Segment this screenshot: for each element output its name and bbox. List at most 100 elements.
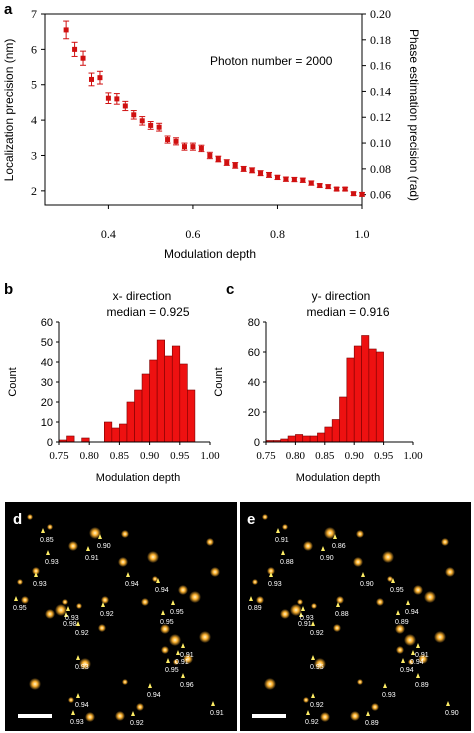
- e-fluorescent-spot: [252, 579, 258, 585]
- e-fluorescent-spot: [324, 527, 336, 539]
- chart-c-bar: [309, 435, 318, 443]
- d-depth-label: 0.94: [147, 692, 161, 699]
- micrograph-e-background: [240, 502, 471, 731]
- chart-a-data-point: [139, 118, 145, 124]
- chart-c-bar: [324, 426, 333, 443]
- d-arrow-icon: [211, 701, 215, 706]
- chart-a-y-tick-label: 3: [31, 148, 37, 162]
- e-arrow-icon: [306, 710, 310, 715]
- d-fluorescent-spot: [210, 567, 220, 577]
- d-arrow-icon: [166, 658, 170, 663]
- d-arrow-icon: [156, 578, 160, 583]
- e-fluorescent-spot: [290, 604, 302, 616]
- e-depth-label: 0.88: [335, 611, 349, 618]
- chart-b-bar: [179, 363, 188, 443]
- e-fluorescent-spot: [441, 538, 449, 546]
- chart-b-x-tick-label: 0.90: [140, 450, 160, 462]
- e-arrow-icon: [411, 650, 415, 655]
- chart-a-y2-tick-label: 0.14: [370, 84, 391, 98]
- e-arrow-icon: [336, 602, 340, 607]
- e-depth-label: 0.90: [445, 710, 459, 717]
- e-fluorescent-spot: [262, 514, 268, 520]
- e-arrow-icon: [276, 528, 280, 533]
- d-fluorescent-spot: [161, 646, 169, 654]
- chart-a-y2-tick-label: 0.20: [370, 7, 391, 21]
- e-depth-label: 0.92: [305, 719, 319, 726]
- micrograph-d: d 0.850.930.910.900.930.950.980.930.920.…: [5, 502, 237, 731]
- d-arrow-icon: [66, 606, 70, 611]
- e-fluorescent-spot: [434, 631, 446, 643]
- e-arrow-icon: [416, 673, 420, 678]
- e-depth-label: 0.90: [360, 581, 374, 588]
- d-depth-label: 0.93: [65, 615, 79, 622]
- scale-bar-e: [252, 714, 286, 718]
- chart-c-bar: [375, 351, 384, 443]
- d-fluorescent-spot: [160, 624, 170, 634]
- chart-a-data-point: [80, 55, 86, 61]
- chart-a-x-tick-label: 1.0: [355, 227, 370, 241]
- d-depth-label: 0.94: [155, 587, 169, 594]
- chart-a-data-point: [173, 138, 179, 144]
- e-fluorescent-spot: [413, 585, 423, 595]
- e-fluorescent-spot: [404, 634, 416, 646]
- chart-b-y-tick-label: 40: [41, 357, 53, 369]
- chart-a-data-point: [131, 112, 137, 118]
- e-depth-label: 0.92: [310, 702, 324, 709]
- d-depth-label: 0.90: [97, 543, 111, 550]
- d-arrow-icon: [176, 650, 180, 655]
- d-fluorescent-spot: [79, 658, 91, 670]
- d-depth-label: 0.93: [45, 559, 59, 566]
- e-fluorescent-spot: [256, 596, 264, 604]
- chart-c-y-tick-label: 20: [248, 407, 260, 419]
- d-fluorescent-spot: [121, 530, 129, 538]
- e-fluorescent-spot: [264, 678, 276, 690]
- chart-a-data-point: [283, 176, 289, 182]
- chart-b-x-tick-label: 0.75: [49, 450, 69, 462]
- e-arrow-icon: [311, 621, 315, 626]
- e-arrow-icon: [311, 693, 315, 698]
- d-fluorescent-spot: [17, 579, 23, 585]
- chart-b-bar: [119, 423, 128, 443]
- chart-b-x-tick-label: 0.85: [110, 450, 130, 462]
- d-fluorescent-spot: [206, 538, 214, 546]
- chart-b-x-tick-label: 1.00: [200, 450, 220, 462]
- d-arrow-icon: [86, 546, 90, 551]
- d-arrow-icon: [171, 600, 175, 605]
- chart-c-bar: [295, 434, 304, 443]
- e-arrow-icon: [321, 546, 325, 551]
- d-fluorescent-spot: [141, 598, 149, 606]
- chart-a-data-point: [249, 167, 255, 173]
- panel-label-a: a: [4, 1, 13, 18]
- e-arrow-icon: [269, 572, 273, 577]
- e-fluorescent-spot: [350, 711, 360, 721]
- chart-c-bar: [353, 345, 362, 443]
- d-fluorescent-spot: [118, 557, 128, 567]
- e-arrow-icon: [366, 711, 370, 716]
- chart-a-data-point: [198, 145, 204, 151]
- chart-a-data-point: [291, 177, 297, 183]
- chart-b-y-tick-label: 20: [41, 397, 53, 409]
- d-arrow-icon: [76, 655, 80, 660]
- e-depth-label: 0.95: [390, 587, 404, 594]
- e-fluorescent-spot: [336, 596, 344, 604]
- chart-b-y-tick-label: 60: [41, 317, 53, 329]
- chart-a-y2-axis-label: Phase estimation precision (rad): [407, 29, 421, 201]
- chart-c-x-tick-label: 0.85: [315, 450, 335, 462]
- chart-c-bar: [346, 357, 355, 443]
- d-fluorescent-spot: [147, 551, 159, 563]
- chart-a-data-point: [300, 177, 306, 183]
- chart-b-bar: [66, 435, 75, 443]
- e-fluorescent-spot: [418, 654, 428, 664]
- d-fluorescent-spot: [21, 596, 29, 604]
- e-depth-label: 0.94: [400, 667, 414, 674]
- e-fluorescent-spot: [382, 551, 394, 563]
- d-arrow-icon: [76, 693, 80, 698]
- chart-b-bar: [104, 421, 113, 443]
- e-depth-label: 0.95: [310, 664, 324, 671]
- chart-b-y-axis-label: Count: [7, 367, 19, 396]
- d-fluorescent-spot: [101, 596, 109, 604]
- e-arrow-icon: [406, 600, 410, 605]
- chart-a-y2-tick-label: 0.12: [370, 110, 391, 124]
- d-depth-label: 0.95: [165, 667, 179, 674]
